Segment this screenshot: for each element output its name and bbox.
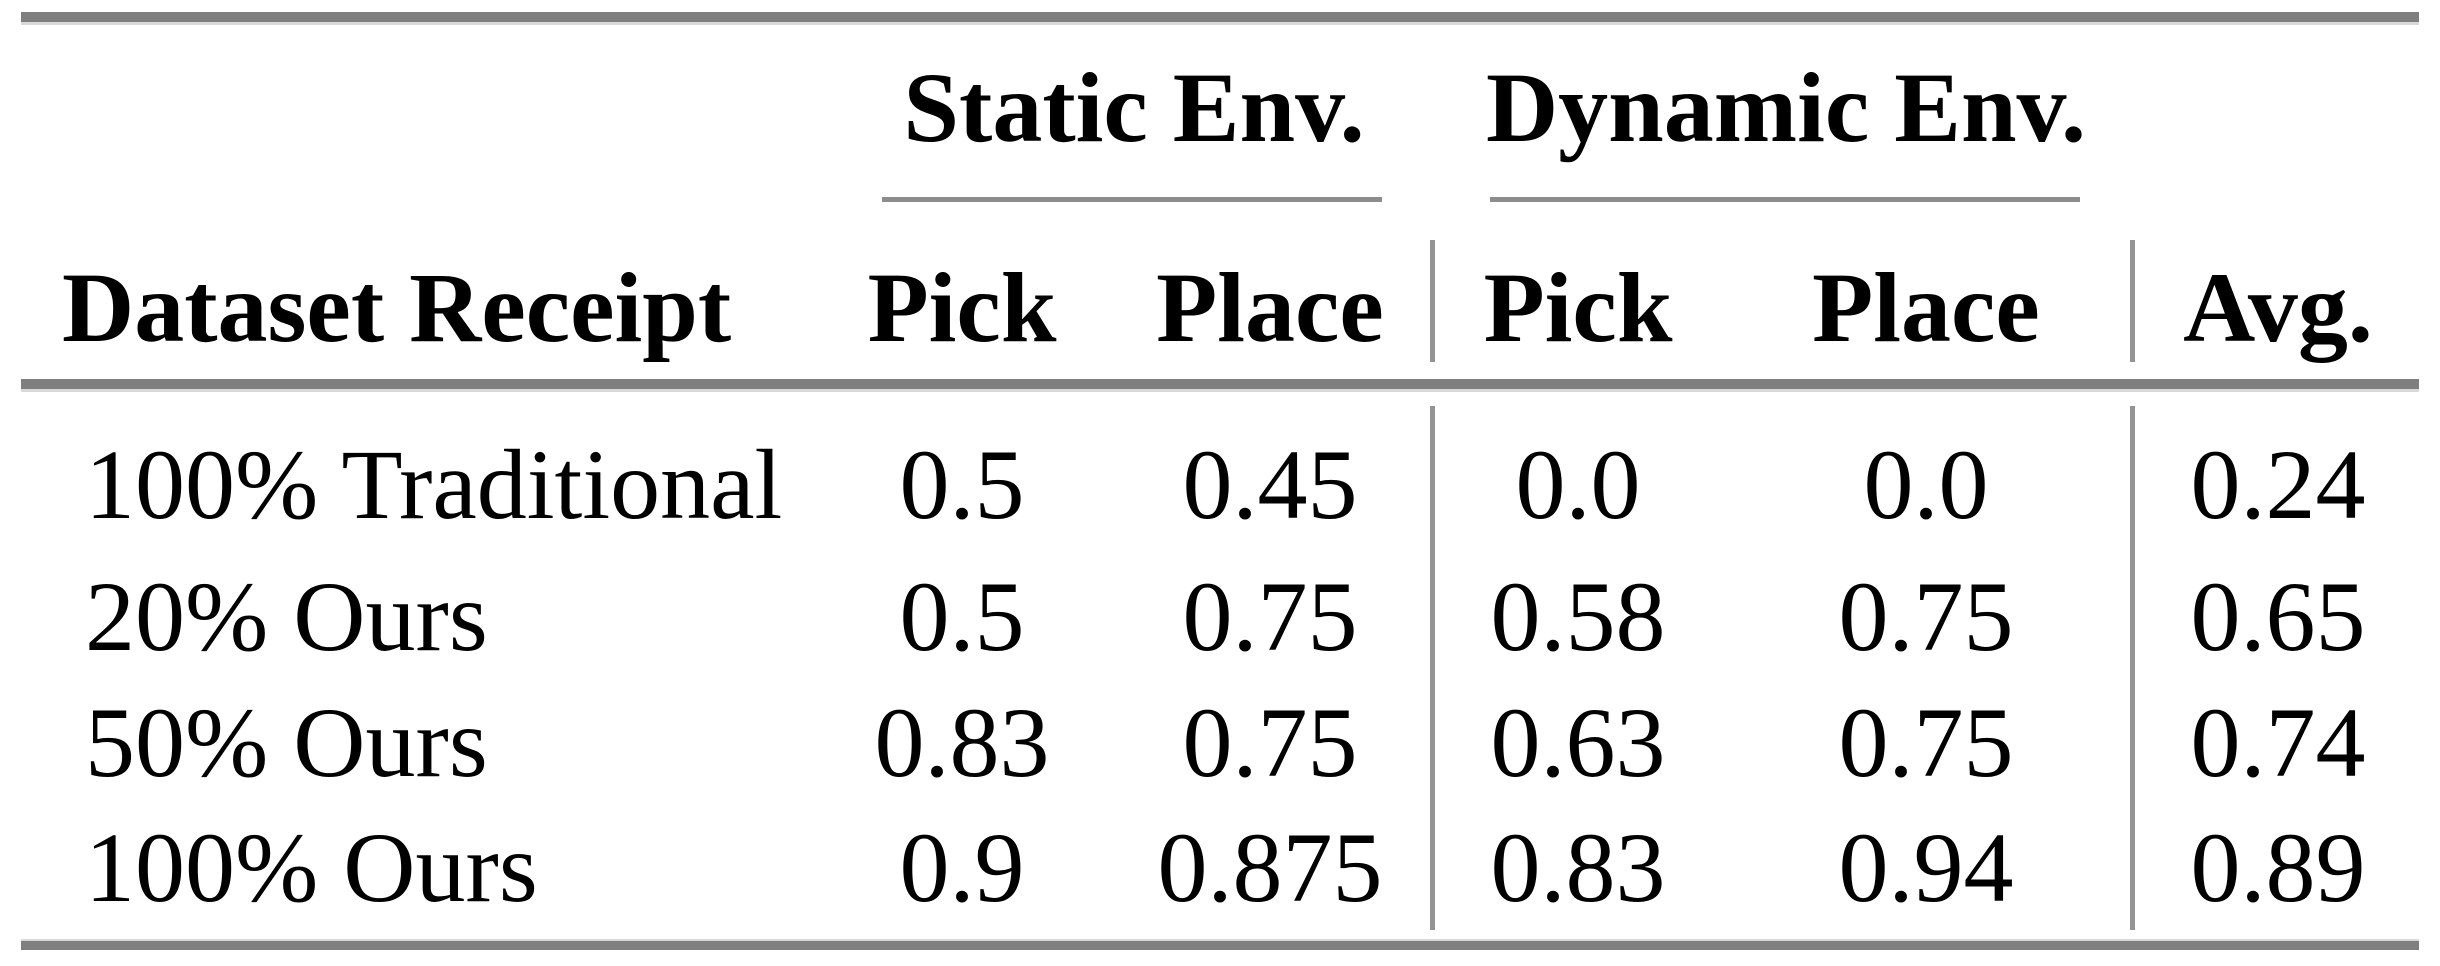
- row-label: 20% Ours: [85, 561, 488, 672]
- row-label: 100% Traditional: [85, 429, 783, 540]
- cell-avg: 0.24: [2190, 429, 2366, 540]
- table-row: 100% Ours 0.9 0.875 0.83 0.94 0.89: [0, 816, 2440, 920]
- table-mid-rule: [21, 379, 2419, 389]
- colgroup-label-dynamic-env: Dynamic Env.: [1485, 52, 2087, 163]
- vertical-rule-static-dynamic-header: [1430, 240, 1435, 362]
- cell-dynamic-place: 0.0: [1863, 429, 1989, 540]
- table-row: 50% Ours 0.83 0.75 0.63 0.75 0.74: [0, 691, 2440, 795]
- cmidrule-static-env: [882, 197, 1382, 202]
- cell-dynamic-pick: 0.0: [1515, 429, 1641, 540]
- table-bottom-rule: [21, 941, 2419, 950]
- cell-static-place: 0.875: [1157, 812, 1383, 923]
- cell-static-place: 0.45: [1182, 429, 1358, 540]
- cell-avg: 0.74: [2190, 687, 2366, 798]
- cmidrule-dynamic-env: [1490, 197, 2080, 202]
- cell-avg: 0.89: [2190, 812, 2366, 923]
- table-top-rule: [21, 12, 2419, 22]
- column-header-dynamic-place: Place: [1812, 252, 2040, 363]
- cell-dynamic-pick: 0.83: [1490, 812, 1666, 923]
- vertical-rule-static-dynamic-body: [1430, 406, 1435, 930]
- row-label: 100% Ours: [85, 812, 538, 923]
- cell-avg: 0.65: [2190, 561, 2366, 672]
- table-row: 20% Ours 0.5 0.75 0.58 0.75 0.65: [0, 565, 2440, 669]
- cell-static-place: 0.75: [1182, 561, 1358, 672]
- table-group-header-row: Static Env. Dynamic Env.: [0, 56, 2440, 160]
- cell-dynamic-place: 0.94: [1838, 812, 2014, 923]
- cell-static-pick: 0.9: [899, 812, 1025, 923]
- vertical-rule-dynamic-avg-header: [2130, 240, 2135, 362]
- cell-dynamic-place: 0.75: [1838, 561, 2014, 672]
- column-header-dynamic-pick: Pick: [1483, 252, 1673, 363]
- table-row: 100% Traditional 0.5 0.45 0.0 0.0 0.24: [0, 433, 2440, 537]
- cell-dynamic-pick: 0.58: [1490, 561, 1666, 672]
- cell-static-place: 0.75: [1182, 687, 1358, 798]
- column-header-avg: Avg.: [2183, 252, 2373, 363]
- cell-dynamic-pick: 0.63: [1490, 687, 1666, 798]
- column-header-dataset-receipt: Dataset Receipt: [62, 252, 732, 363]
- row-label: 50% Ours: [85, 687, 488, 798]
- vertical-rule-dynamic-avg-body: [2130, 406, 2135, 930]
- cell-static-pick: 0.5: [899, 429, 1025, 540]
- cell-static-pick: 0.83: [874, 687, 1050, 798]
- column-header-static-place: Place: [1156, 252, 1384, 363]
- cell-static-pick: 0.5: [899, 561, 1025, 672]
- table-column-header-row: Dataset Receipt Pick Place Pick Place Av…: [0, 256, 2440, 360]
- column-header-static-pick: Pick: [867, 252, 1057, 363]
- cell-dynamic-place: 0.75: [1838, 687, 2014, 798]
- colgroup-label-static-env: Static Env.: [903, 52, 1365, 163]
